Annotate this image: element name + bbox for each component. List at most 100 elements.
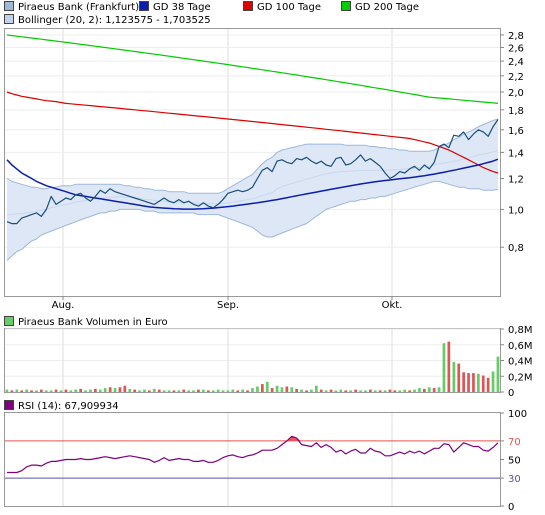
volume-bar — [359, 390, 362, 392]
volume-bar — [10, 390, 14, 392]
y-tick-label: 1,0 — [508, 205, 524, 216]
volume-bar — [133, 389, 136, 392]
y-tick-label: 1,4 — [508, 148, 524, 159]
volume-bar — [69, 390, 73, 392]
legend-volume-label: Piraeus Bank Volumen in Euro — [18, 317, 168, 328]
volume-bar — [319, 389, 323, 392]
rsi-y-tick-label: 100 — [508, 409, 527, 420]
gd200-line — [6, 34, 499, 104]
volume-bar — [437, 387, 441, 392]
volume-bar — [128, 388, 132, 392]
volume-bar — [79, 388, 82, 392]
gd100-line — [6, 91, 499, 174]
volume-bar — [418, 388, 421, 392]
volume-bar — [30, 390, 33, 392]
price-line — [6, 119, 499, 225]
volume-bar — [157, 389, 161, 392]
y-tick-label: 2,6 — [508, 44, 524, 55]
y-tick-label: 1,8 — [508, 106, 524, 117]
volume-bar — [103, 388, 107, 392]
volume-bar — [403, 389, 407, 392]
y-tick-label: 2,2 — [508, 72, 524, 83]
volume-bar — [138, 390, 141, 392]
legend-rsi-label: RSI (14): 67,909934 — [18, 401, 119, 412]
legend-bollinger: Bollinger (20, 2): 1,123575 - 1,703525 — [4, 14, 211, 27]
y-tick-label: 2,4 — [508, 57, 524, 68]
volume-bar — [207, 390, 210, 392]
volume-bar — [221, 390, 225, 392]
volume-bar — [270, 388, 274, 392]
legend-rsi-swatch — [4, 400, 14, 410]
bollinger-upper-line — [6, 118, 499, 194]
volume-bar — [388, 389, 392, 392]
volume-bar — [408, 390, 411, 392]
volume-bar — [192, 390, 195, 392]
volume-bar — [172, 390, 176, 392]
volume-y-tick-label: 0,2M — [508, 372, 533, 383]
legend-gd100-label: GD 100 Tage — [257, 2, 321, 13]
volume-bar — [15, 389, 19, 392]
volume-bar — [275, 385, 279, 392]
y-tick-label: 1,6 — [508, 126, 524, 137]
volume-bar — [423, 388, 426, 392]
legend-gd100: GD 100 Tage — [243, 1, 321, 14]
volume-bar — [290, 387, 294, 392]
volume-bar — [373, 390, 377, 392]
legend-gd38-swatch — [139, 1, 149, 11]
volume-bar — [236, 390, 240, 392]
volume-bar — [427, 387, 431, 392]
y-tick-label: 0,8 — [508, 243, 524, 254]
volume-bar — [197, 389, 200, 392]
volume-bar — [89, 389, 92, 392]
legend-price: Piraeus Bank (Frankfurt) — [4, 1, 139, 14]
x-tick-label: Okt. — [382, 300, 403, 311]
volume-bar — [98, 389, 102, 392]
volume-bar — [54, 389, 58, 392]
volume-bar — [467, 373, 470, 392]
volume-bar — [393, 390, 397, 392]
volume-bar — [44, 390, 48, 392]
volume-bar — [202, 389, 205, 392]
legend-rsi: RSI (14): 67,909934 — [4, 400, 119, 413]
volume-bar — [462, 372, 465, 392]
rsi-line — [7, 435, 499, 474]
volume-bar — [35, 390, 38, 392]
volume-y-tick-label: 0,8M — [508, 325, 533, 336]
legend-bollinger-label: Bollinger (20, 2): 1,123575 - 1,703525 — [18, 15, 211, 26]
volume-bar — [49, 390, 53, 392]
gd38-line — [6, 158, 499, 210]
volume-bar — [310, 389, 313, 392]
volume-bar — [74, 389, 78, 392]
volume-bar — [354, 389, 357, 392]
volume-bar — [261, 384, 264, 392]
volume-bar — [369, 389, 372, 392]
legend-gd200: GD 200 Tage — [341, 1, 419, 14]
volume-bar — [241, 389, 244, 392]
volume-bar — [280, 387, 284, 392]
volume-bar — [305, 390, 308, 392]
x-tick-label: Sep. — [217, 300, 239, 311]
legend-gd100-swatch — [243, 1, 253, 11]
volume-bar — [148, 390, 151, 392]
legend-volume: Piraeus Bank Volumen in Euro — [4, 316, 168, 329]
volume-bar — [339, 389, 343, 392]
legend-price-label: Piraeus Bank (Frankfurt) — [18, 2, 140, 13]
volume-bar — [477, 373, 480, 392]
volume-bar — [25, 389, 28, 392]
volume-bar — [447, 341, 451, 392]
volume-bar — [265, 381, 269, 392]
volume-bar — [324, 390, 328, 392]
volume-bar — [378, 390, 382, 392]
volume-bar — [152, 388, 156, 392]
volume-bar — [143, 389, 146, 392]
volume-bar — [491, 371, 495, 392]
y-tick-label: 1,2 — [508, 175, 524, 186]
legend-price-swatch — [4, 1, 14, 11]
volume-bar — [295, 388, 298, 392]
legend-gd200-swatch — [341, 1, 351, 11]
volume-bar — [285, 386, 289, 392]
volume-bar — [251, 388, 254, 392]
volume-bar — [162, 390, 166, 392]
volume-bar — [256, 386, 259, 392]
